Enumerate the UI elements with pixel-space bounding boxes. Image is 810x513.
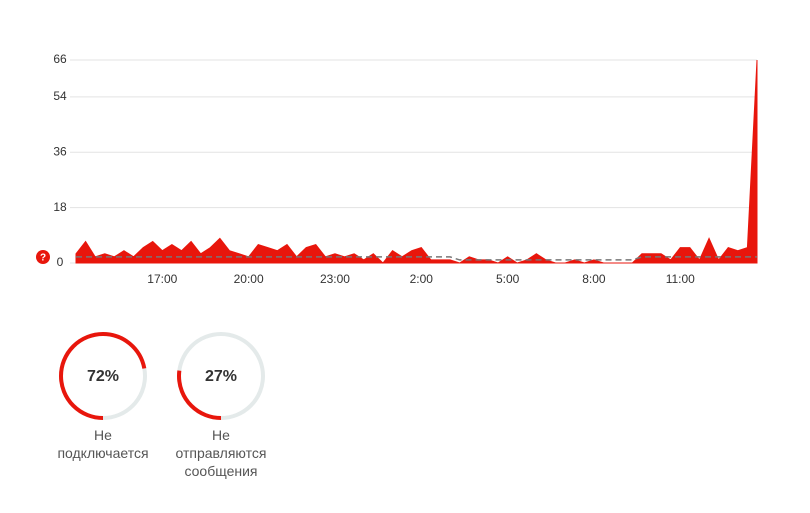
area xyxy=(75,59,758,264)
y-tick-label: 0 xyxy=(57,255,64,269)
gauge-value: 27% xyxy=(205,368,237,385)
gauge: 27% Не отправляются сообщения xyxy=(166,330,276,480)
x-tick-label: 20:00 xyxy=(234,272,264,286)
y-tick-label: 36 xyxy=(53,144,67,158)
help-icon-glyph[interactable]: ? xyxy=(40,253,46,264)
gauge-label: Не отправляются сообщения xyxy=(175,427,267,479)
gauge-arc xyxy=(59,332,147,420)
baseline-line xyxy=(76,256,757,261)
x-tick-label: 11:00 xyxy=(666,272,695,286)
y-tick-label: 18 xyxy=(53,200,67,214)
chart: ? 0 18 36 54 66 17:00 20:00 23:00 2:00 5:00 8:00 11… xyxy=(36,52,758,286)
gauge-chart: 27% xyxy=(177,332,265,420)
gauge-chart: 72% xyxy=(59,332,147,420)
gauge-value: 72% xyxy=(87,368,119,385)
help-icon[interactable] xyxy=(36,250,50,264)
x-tick-label: 8:00 xyxy=(582,272,606,286)
gauge: 72% Не подключается xyxy=(48,330,158,462)
x-tick-label: 2:00 xyxy=(410,272,434,286)
y-tick-label: 66 xyxy=(53,52,67,66)
x-tick-label: 5:00 xyxy=(496,272,520,286)
gauge-label: Не подключается xyxy=(57,427,149,461)
y-tick-label: 54 xyxy=(53,89,67,103)
gauge-arc xyxy=(177,332,265,420)
x-tick-label: 23:00 xyxy=(320,272,350,286)
x-tick-label: 17:00 xyxy=(147,272,177,286)
